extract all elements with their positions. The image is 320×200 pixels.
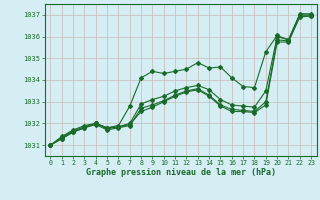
X-axis label: Graphe pression niveau de la mer (hPa): Graphe pression niveau de la mer (hPa) <box>86 168 276 177</box>
